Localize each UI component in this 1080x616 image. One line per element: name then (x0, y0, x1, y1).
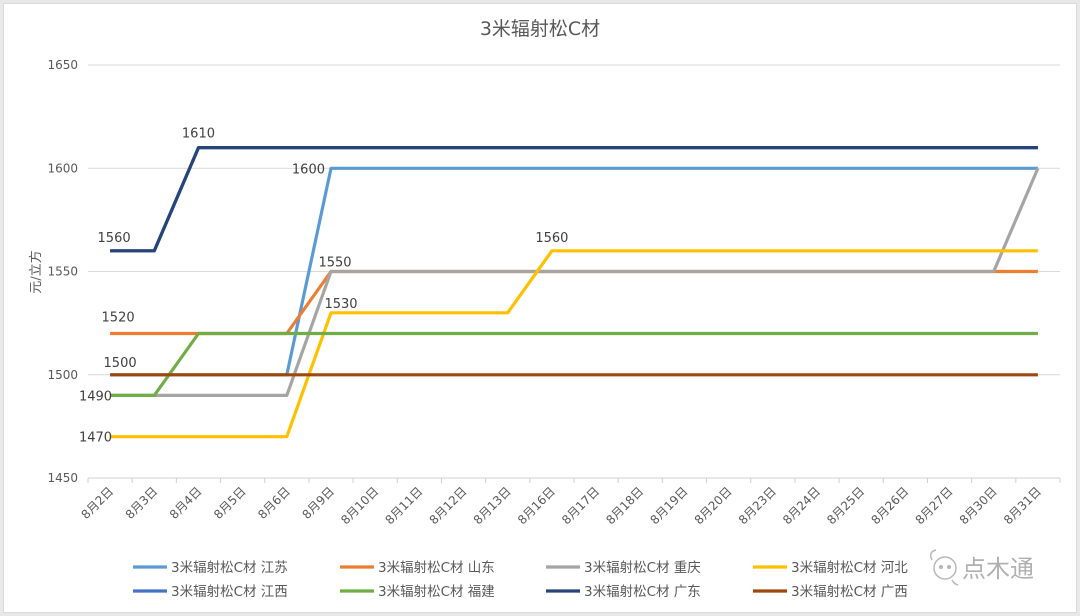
legend: 3米辐射松C材 江苏 3米辐射松C材 山东 3米辐射松C材 重庆 3米辐射松C材 河北… (133, 560, 908, 600)
data-label: 1520 (102, 310, 135, 325)
x-tick-label: 8月23日 (736, 484, 779, 527)
x-tick-label: 8月2日 (79, 484, 117, 522)
y-tick-label: 1550 (47, 265, 78, 279)
x-tick-label: 8月26日 (868, 484, 911, 527)
x-tick-label: 8月19日 (648, 484, 691, 527)
x-tick-label: 8月16日 (515, 484, 558, 527)
legend-label: 3米辐射松C材 江西 (171, 584, 288, 600)
x-tick-label: 8月17日 (559, 484, 602, 527)
legend-item[interactable]: 3米辐射松C材 山东 (340, 560, 495, 576)
legend-item[interactable]: 3米辐射松C材 广东 (546, 584, 701, 600)
series-line (110, 167, 1040, 397)
legend-label: 3米辐射松C材 重庆 (584, 560, 701, 576)
x-axis: 8月2日 8月3日 8月4日 8月5日 8月6日 8月9日 8月10日 8月11日 8月12日 8… (79, 477, 1061, 527)
y-tick-label: 1500 (47, 368, 78, 382)
data-labels: 1610 1600 1560 1560 1550 1530 1520 1500 1490 1470 (79, 127, 568, 446)
watermark-text: 点木通 (962, 555, 1034, 583)
legend-label: 3米辐射松C材 江苏 (171, 560, 288, 576)
y-tick-label: 1650 (47, 58, 78, 72)
gridlines (88, 64, 1060, 376)
series-line (110, 269, 1038, 336)
data-label: 1470 (79, 431, 112, 446)
x-tick-label: 8月5日 (211, 484, 249, 522)
legend-label: 3米辐射松C材 福建 (378, 584, 495, 600)
series-lines (110, 146, 1040, 439)
x-tick-label: 8月11日 (382, 484, 425, 527)
x-tick-label: 8月10日 (338, 484, 381, 527)
data-label: 1560 (98, 231, 131, 246)
legend-item[interactable]: 3米辐射松C材 江西 (133, 584, 288, 600)
x-tick-label: 8月20日 (692, 484, 735, 527)
x-tick-label: 8月13日 (471, 484, 514, 527)
data-label: 1490 (79, 389, 112, 404)
data-label: 1560 (535, 231, 568, 246)
legend-label: 3米辐射松C材 河北 (791, 560, 908, 576)
y-axis-label: 元/立方 (28, 250, 44, 293)
legend-item[interactable]: 3米辐射松C材 重庆 (546, 560, 701, 576)
y-tick-label: 1600 (47, 161, 78, 175)
x-tick-label: 8月4日 (167, 484, 205, 522)
x-tick-label: 8月6日 (255, 484, 293, 522)
watermark: 点木通 (929, 549, 1034, 586)
chart-title: 3米辐射松C材 (480, 18, 600, 40)
x-tick-label: 8月18日 (603, 484, 646, 527)
data-label: 1500 (104, 356, 137, 371)
x-tick-label: 8月9日 (299, 484, 337, 522)
legend-label: 3米辐射松C材 山东 (378, 560, 495, 576)
chart-frame (3, 3, 1077, 613)
legend-item[interactable]: 3米辐射松C材 福建 (340, 584, 495, 600)
legend-item[interactable]: 3米辐射松C材 河北 (753, 560, 908, 576)
x-tick-label: 8月12日 (427, 484, 470, 527)
data-label: 1530 (324, 297, 357, 312)
x-tick-label: 8月31日 (1001, 484, 1044, 527)
series-line (110, 249, 1038, 439)
data-label: 1550 (318, 256, 351, 271)
series-line (110, 331, 1038, 397)
legend-item[interactable]: 3米辐射松C材 江苏 (133, 560, 288, 576)
x-tick-label: 8月27日 (913, 484, 956, 527)
wechat-icon (929, 549, 959, 586)
series-line (110, 146, 1038, 253)
y-axis-ticks: 1450 1500 1550 1600 1650 (47, 58, 78, 485)
x-tick-label: 8月25日 (824, 484, 867, 527)
series-line (110, 146, 1038, 253)
data-label: 1610 (182, 127, 215, 142)
y-tick-label: 1450 (47, 471, 78, 485)
legend-item[interactable]: 3米辐射松C材 广西 (753, 584, 908, 600)
x-tick-label: 8月24日 (780, 484, 823, 527)
legend-label: 3米辐射松C材 广东 (584, 584, 701, 600)
data-label: 1600 (292, 162, 325, 177)
x-tick-label: 8月30日 (957, 484, 1000, 527)
legend-label: 3米辐射松C材 广西 (791, 584, 908, 600)
x-tick-label: 8月3日 (123, 484, 161, 522)
